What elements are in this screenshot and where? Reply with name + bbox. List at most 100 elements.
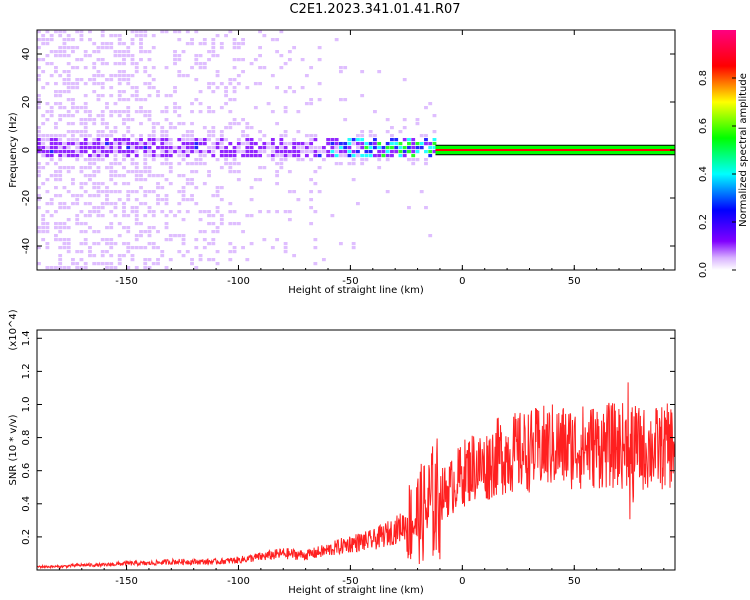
spectrogram-cell [54,258,58,262]
snr-series [37,382,675,570]
spectrogram-cell [41,150,46,154]
spectrogram-cell [164,66,169,70]
spectrogram-cell [249,186,254,190]
spectrogram-cell [37,222,41,226]
spectrogram-cell [347,138,352,142]
spectrogram-cell [117,146,122,150]
spectrogram-cell [62,150,67,154]
spectrogram-cell [351,162,356,166]
spectrogram-cell [168,170,173,174]
spectrogram-cell [122,74,126,78]
spectrogram-cell [134,246,139,250]
spectrogram-cell [245,134,250,138]
spectrogram-cell [321,258,326,262]
spectrogram-cell [79,142,84,146]
spectrogram-cell [113,142,118,146]
spectrogram-cell [45,138,50,142]
spectrogram-cell [304,74,309,78]
spectrogram-cell [96,166,101,170]
spectrogram-cell [41,66,46,70]
spectrogram-cell [122,174,126,178]
spectrogram-cell [270,154,275,158]
spectrogram-cell [100,114,105,118]
spectrogram-cell [151,226,156,230]
spectrogram-cell [338,150,343,154]
spectrogram-cell [66,162,71,166]
spectrogram-cell [96,138,101,142]
spectrogram-cell [37,186,41,190]
spectrogram-cell [105,250,109,254]
spectrogram-cell [249,142,254,146]
spectrogram-cell [330,146,335,150]
spectrogram-cell [66,114,71,118]
spectrogram-cell [215,158,220,162]
spectrogram-cell [190,146,194,150]
spectrogram-cell [275,86,280,90]
spectrogram-cell [96,102,101,106]
spectrogram-cell [241,130,245,134]
spectrogram-cell [258,130,263,134]
spectrogram-cell [202,226,207,230]
spectrogram-cell [37,262,41,266]
spectrogram-cell [160,234,165,238]
spectrogram-cell [356,134,360,138]
spectrogram-cell [419,190,424,194]
spectrogram-cell [258,66,263,70]
spectrogram-cell [122,62,126,66]
spectrogram-cell [130,86,135,90]
spectrogram-cell [236,134,241,138]
spectrogram-cell [62,154,67,158]
spectrogram-cell [292,190,297,194]
spectrogram-cell [373,146,377,150]
spectrogram-cell [202,238,207,242]
spectrogram-cell [54,230,58,234]
spectrogram-cell [215,162,220,166]
spectrogram-cell [109,214,114,218]
spectrogram-cell [296,110,301,114]
spectrogram-cell [309,222,314,226]
spectrogram-cell [126,126,131,130]
spectrogram-cell [45,110,50,114]
spectrogram-cell [190,142,194,146]
spectrogram-cell [156,258,160,262]
spectrogram-cell [258,54,263,58]
spectrogram-cell [334,162,339,166]
spectrogram-cell [402,118,407,122]
spectrogram-cell [249,146,254,150]
spectrogram-cell [147,114,152,118]
spectrogram-cell [96,230,101,234]
spectrogram-cell [105,190,109,194]
spectrogram-cell [232,86,237,90]
spectrogram-cell [270,74,275,78]
spectrogram-cell [126,106,131,110]
spectrogram-cell [313,182,318,186]
spectrogram-cell [96,262,101,266]
spectrogram-cell [139,122,143,126]
spectrogram-cell [181,138,186,142]
spectrogram-cell [181,258,186,262]
spectrogram-cell [164,126,169,130]
spectrogram-cell [151,78,156,82]
spectrogram-cell [83,170,88,174]
colorbar-ticks: 0.00.20.40.60.8 [698,70,736,278]
spectrogram-cell [49,142,54,146]
spectrogram-cell [215,238,220,242]
spectrogram-cell [224,126,228,130]
spectrogram-cell [236,46,241,50]
spectrogram-cell [37,74,41,78]
spectrogram-cell [402,126,407,130]
spectrogram-cell [219,138,224,142]
spectrogram-cell [130,106,135,110]
spectrogram-cell [283,206,288,210]
spectrogram-cell [236,50,241,54]
spectrogram-cell [368,130,373,134]
spectrogram-cell [75,46,80,50]
spectrogram-cell [139,58,143,62]
spectrogram-cell [394,186,399,190]
spectrogram-cell [88,94,92,98]
spectrogram-cell [88,202,92,206]
spectrogram-cell [228,90,233,94]
spectrogram-cell [113,202,118,206]
spectrogram-cell [45,146,50,150]
spectrogram-cell [88,134,92,138]
